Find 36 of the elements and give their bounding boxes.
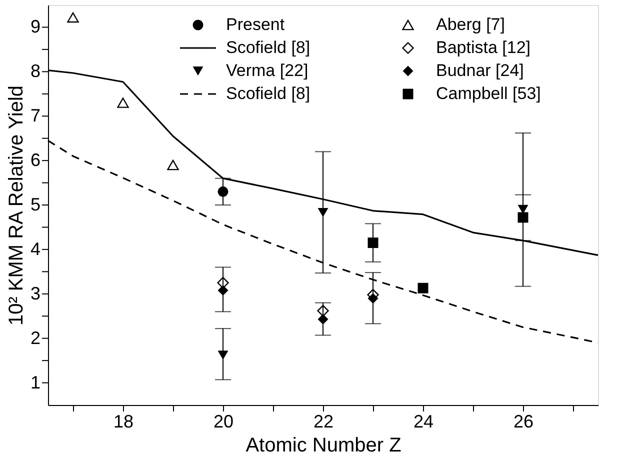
legend-label: Budnar [24] <box>436 61 524 80</box>
point <box>368 238 378 248</box>
legend-label: Scofield [8] <box>226 84 310 103</box>
point <box>368 293 378 304</box>
point <box>218 350 228 360</box>
point <box>218 186 228 197</box>
legend-label: Baptista [12] <box>436 38 531 57</box>
legend-label: Campbell [53] <box>436 84 541 103</box>
y-tick-label: 7 <box>30 106 40 126</box>
legend-label: Scofield [8] <box>226 38 310 57</box>
x-axis-title: Atomic Number Z <box>246 434 402 456</box>
legend-label: Verma [22] <box>226 61 308 80</box>
y-tick-label: 8 <box>30 61 40 82</box>
point <box>318 208 328 218</box>
y-tick-label: 1 <box>30 372 40 392</box>
legend-label: Aberg [7] <box>436 15 505 34</box>
point <box>67 12 79 23</box>
y-tick-label: 4 <box>30 238 40 259</box>
x-tick-label: 20 <box>213 412 234 432</box>
x-tick-label: 26 <box>513 412 534 432</box>
y-tick-label: 3 <box>30 283 40 304</box>
point <box>218 285 228 296</box>
point <box>167 160 179 170</box>
point <box>418 282 428 294</box>
point <box>318 314 328 324</box>
y-tick-label: 5 <box>30 194 40 214</box>
x-tick-label: 18 <box>113 412 134 432</box>
legend-label: Present <box>226 15 285 34</box>
y-tick-label: 2 <box>30 328 40 348</box>
x-tick-label: 22 <box>313 412 334 432</box>
y-tick-label: 6 <box>30 150 40 170</box>
point <box>518 212 528 223</box>
y-axis-title: 10² KMM RA Relative Yield <box>5 85 28 326</box>
y-tick-label: 9 <box>30 16 40 37</box>
point <box>117 98 129 108</box>
x-tick-label: 24 <box>413 412 434 432</box>
